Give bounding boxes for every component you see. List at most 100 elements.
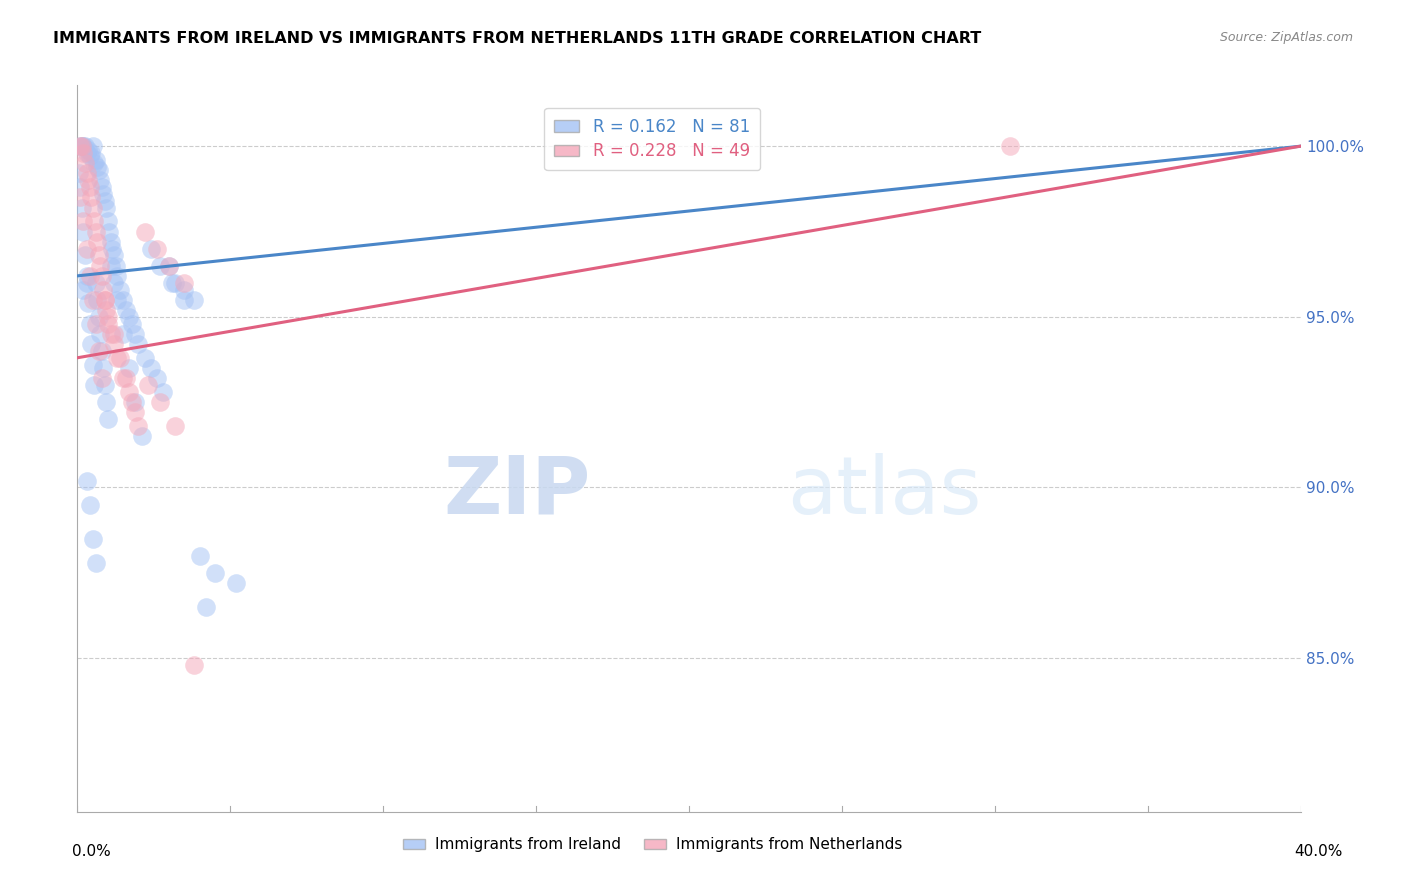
- Point: [94, 378, 117, 392]
- Point: [100, 326, 122, 341]
- Point: [90, 343, 112, 358]
- Text: 40.0%: 40.0%: [1295, 845, 1343, 859]
- Point: [108, 351, 131, 365]
- Point: [80, 190, 103, 204]
- Point: [89, 259, 111, 273]
- Point: [118, 310, 141, 324]
- Point: [89, 173, 111, 187]
- Point: [82, 293, 104, 307]
- Point: [77, 143, 100, 157]
- Point: [173, 283, 195, 297]
- Point: [183, 293, 205, 307]
- Point: [72, 283, 94, 297]
- Point: [188, 549, 211, 563]
- Point: [77, 296, 100, 310]
- Point: [72, 146, 94, 161]
- Point: [84, 153, 107, 167]
- Point: [183, 657, 205, 672]
- Point: [70, 201, 93, 215]
- Point: [118, 361, 141, 376]
- Point: [76, 146, 98, 161]
- Point: [70, 139, 93, 153]
- Point: [104, 259, 127, 273]
- Point: [131, 429, 153, 443]
- Point: [103, 248, 125, 262]
- Point: [87, 343, 110, 358]
- Point: [103, 326, 125, 341]
- Point: [225, 576, 247, 591]
- Point: [79, 317, 101, 331]
- Point: [121, 395, 143, 409]
- Legend: Immigrants from Ireland, Immigrants from Netherlands: Immigrants from Ireland, Immigrants from…: [396, 831, 908, 859]
- Point: [83, 378, 105, 392]
- Point: [112, 371, 135, 385]
- Point: [108, 283, 131, 297]
- Point: [69, 139, 91, 153]
- Point: [69, 139, 91, 153]
- Point: [194, 599, 217, 614]
- Point: [105, 351, 128, 365]
- Point: [103, 276, 125, 290]
- Point: [173, 276, 195, 290]
- Point: [157, 259, 180, 273]
- Point: [139, 242, 162, 256]
- Point: [82, 358, 104, 372]
- Point: [134, 351, 156, 365]
- Point: [112, 293, 135, 307]
- Point: [139, 361, 162, 376]
- Point: [121, 317, 143, 331]
- Text: IMMIGRANTS FROM IRELAND VS IMMIGRANTS FROM NETHERLANDS 11TH GRADE CORRELATION CH: IMMIGRANTS FROM IRELAND VS IMMIGRANTS FR…: [53, 31, 981, 46]
- Point: [72, 139, 94, 153]
- Point: [76, 242, 98, 256]
- Point: [149, 395, 172, 409]
- Point: [72, 225, 94, 239]
- Point: [82, 201, 104, 215]
- Point: [103, 337, 125, 351]
- Point: [72, 214, 94, 228]
- Point: [87, 248, 110, 262]
- Point: [94, 293, 117, 307]
- Point: [134, 225, 156, 239]
- Point: [73, 248, 96, 262]
- Point: [115, 371, 138, 385]
- Point: [105, 268, 128, 283]
- Point: [91, 186, 114, 201]
- Point: [124, 405, 146, 419]
- Point: [165, 419, 187, 434]
- Point: [101, 242, 124, 256]
- Point: [124, 326, 146, 341]
- Point: [70, 139, 93, 153]
- Point: [94, 293, 117, 307]
- Point: [91, 361, 114, 376]
- Point: [90, 268, 112, 283]
- Point: [100, 259, 122, 273]
- Point: [97, 310, 120, 324]
- Point: [127, 419, 149, 434]
- Point: [84, 556, 107, 570]
- Point: [89, 326, 111, 341]
- Point: [86, 235, 108, 249]
- Point: [84, 225, 107, 239]
- Point: [84, 317, 107, 331]
- Point: [90, 180, 112, 194]
- Point: [80, 337, 103, 351]
- Point: [127, 337, 149, 351]
- Point: [152, 384, 174, 399]
- Point: [69, 190, 91, 204]
- Point: [118, 384, 141, 399]
- Point: [157, 259, 180, 273]
- Point: [77, 173, 100, 187]
- Point: [115, 303, 138, 318]
- Point: [149, 259, 172, 273]
- Point: [204, 566, 226, 580]
- Point: [76, 268, 98, 283]
- Point: [86, 293, 108, 307]
- Point: [136, 378, 159, 392]
- Point: [80, 146, 103, 161]
- Point: [105, 293, 128, 307]
- Text: Source: ZipAtlas.com: Source: ZipAtlas.com: [1219, 31, 1353, 45]
- Point: [160, 276, 183, 290]
- Point: [124, 395, 146, 409]
- Point: [94, 194, 117, 208]
- Point: [86, 160, 108, 174]
